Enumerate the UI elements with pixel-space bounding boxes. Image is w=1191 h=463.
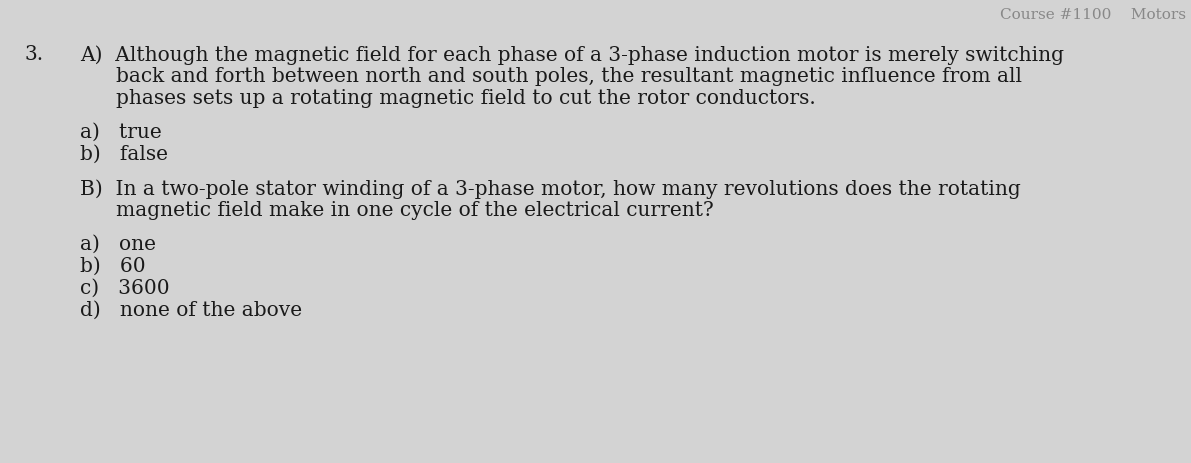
Text: Course #1100    Motors: Course #1100 Motors bbox=[1000, 8, 1186, 22]
Text: B)  In a two-pole stator winding of a 3-phase motor, how many revolutions does t: B) In a two-pole stator winding of a 3-p… bbox=[80, 179, 1021, 199]
Text: 3.: 3. bbox=[25, 45, 44, 64]
Text: b)   60: b) 60 bbox=[80, 257, 145, 276]
Text: back and forth between north and south poles, the resultant magnetic influence f: back and forth between north and south p… bbox=[116, 67, 1022, 86]
Text: phases sets up a rotating magnetic field to cut the rotor conductors.: phases sets up a rotating magnetic field… bbox=[116, 89, 816, 108]
Text: a)   true: a) true bbox=[80, 123, 162, 142]
Text: magnetic field make in one cycle of the electrical current?: magnetic field make in one cycle of the … bbox=[116, 201, 713, 220]
Text: A)  Although the magnetic field for each phase of a 3-phase induction motor is m: A) Although the magnetic field for each … bbox=[80, 45, 1064, 65]
Text: a)   one: a) one bbox=[80, 235, 156, 254]
Text: d)   none of the above: d) none of the above bbox=[80, 301, 303, 320]
Text: c)   3600: c) 3600 bbox=[80, 279, 169, 298]
Text: b)   false: b) false bbox=[80, 145, 168, 164]
